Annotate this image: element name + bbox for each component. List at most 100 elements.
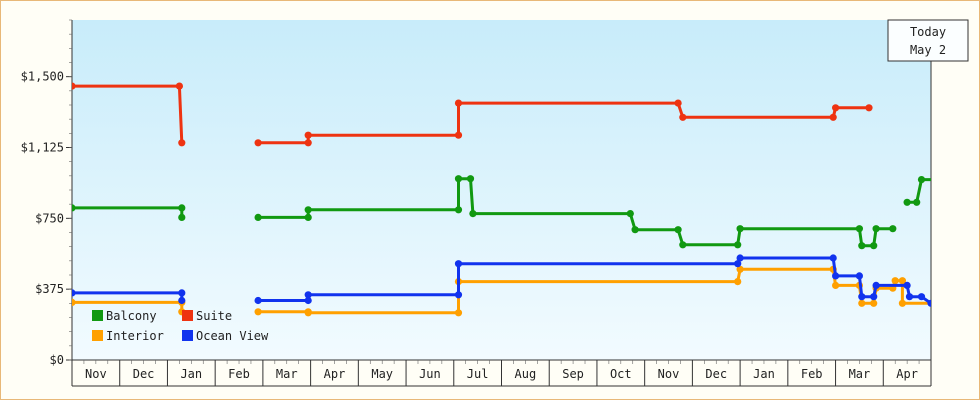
legend-label: Suite <box>196 309 232 323</box>
data-point <box>304 131 312 139</box>
x-tick-label: Mar <box>276 367 298 381</box>
series-suite <box>72 82 873 147</box>
data-point <box>872 281 880 289</box>
data-point <box>626 210 634 218</box>
data-point <box>942 300 949 307</box>
data-point <box>832 281 840 289</box>
x-tick-label: Dec <box>133 367 155 381</box>
x-tick-label: Nov <box>85 367 107 381</box>
x-tick-label: Feb <box>801 367 823 381</box>
data-point <box>178 213 186 221</box>
data-point <box>954 225 961 232</box>
y-tick-label: $750 <box>35 211 64 225</box>
data-point <box>304 296 312 305</box>
data-point <box>889 225 897 233</box>
data-point <box>870 299 878 307</box>
data-point <box>631 226 639 234</box>
legend-label: Ocean View <box>196 329 269 343</box>
data-point <box>829 113 837 121</box>
data-point <box>898 277 907 285</box>
data-point <box>469 210 477 218</box>
data-point <box>679 241 687 249</box>
data-point <box>905 293 914 301</box>
data-point <box>891 277 899 285</box>
data-point <box>178 289 186 297</box>
data-point <box>832 272 840 280</box>
y-tick-label: $1,500 <box>21 70 64 84</box>
data-point <box>304 139 312 147</box>
data-point <box>865 104 873 112</box>
x-tick-label: May <box>371 367 393 381</box>
data-point <box>951 225 958 232</box>
data-point <box>454 309 463 317</box>
data-point <box>454 131 463 139</box>
data-point <box>951 200 958 207</box>
data-point <box>454 260 463 268</box>
data-point <box>903 281 911 289</box>
data-point <box>870 242 878 250</box>
data-point <box>944 225 951 232</box>
data-point <box>454 206 463 214</box>
series-interior <box>72 265 931 317</box>
data-point <box>942 295 949 302</box>
data-point <box>913 198 921 206</box>
data-point <box>858 242 866 250</box>
x-tick-label: Jun <box>419 367 441 381</box>
data-point <box>951 295 958 302</box>
data-point <box>917 293 926 301</box>
data-point <box>736 254 744 262</box>
data-point <box>72 298 76 306</box>
data-point <box>734 260 742 268</box>
series-ocean-view <box>72 254 958 307</box>
data-point <box>855 272 864 280</box>
legend: Balcony Suite Interior Ocean View <box>92 309 269 343</box>
today-callout-box <box>887 19 969 62</box>
y-tick-label: $0 <box>50 353 64 367</box>
data-point <box>736 265 744 273</box>
data-point <box>858 299 866 307</box>
data-point <box>304 309 312 317</box>
data-point <box>734 241 742 249</box>
data-point <box>872 225 880 233</box>
series-balcony <box>72 175 961 250</box>
today-callout: Today May 2 <box>887 19 969 62</box>
data-point <box>954 200 961 207</box>
today-callout-line-1: Today <box>910 25 946 39</box>
x-tick-label: Feb <box>228 367 250 381</box>
y-tick-label: $375 <box>35 282 64 296</box>
series-line <box>907 178 931 204</box>
legend-label: Interior <box>106 329 164 343</box>
data-point <box>254 213 262 221</box>
legend-swatch <box>92 330 103 341</box>
data-point <box>72 82 76 90</box>
data-point <box>858 293 866 301</box>
data-point <box>72 204 76 212</box>
data-point <box>72 289 76 297</box>
data-point <box>855 225 864 233</box>
today-callout-line-2: May 2 <box>910 43 946 57</box>
data-point <box>917 176 926 184</box>
data-point <box>254 139 262 147</box>
data-point <box>944 176 951 183</box>
x-tick-label: Oct <box>610 367 632 381</box>
x-tick-label: Dec <box>705 367 727 381</box>
data-point <box>454 99 463 107</box>
data-point <box>674 226 682 234</box>
x-tick-label: Aug <box>515 367 537 381</box>
data-point <box>734 278 742 286</box>
data-point <box>304 206 312 214</box>
data-point <box>304 213 312 221</box>
legend-swatch <box>182 330 193 341</box>
data-point <box>254 308 262 316</box>
legend-label: Balcony <box>106 309 157 323</box>
data-point <box>175 82 183 90</box>
y-tick-label: $1,125 <box>21 141 64 155</box>
data-point <box>178 296 186 305</box>
data-point <box>254 296 262 305</box>
legend-swatch <box>182 310 193 321</box>
data-point <box>304 291 312 299</box>
x-tick-label: Jul <box>467 367 489 381</box>
data-point <box>736 225 744 233</box>
x-tick-label: Apr <box>324 367 346 381</box>
